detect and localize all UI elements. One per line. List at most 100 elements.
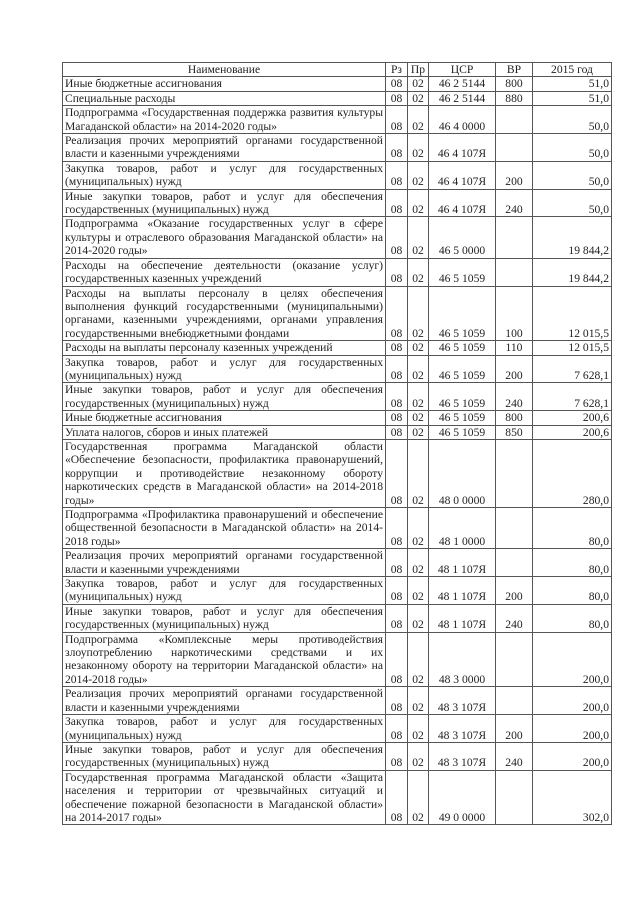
row-amount: 80,0 <box>532 548 612 578</box>
row-rz: 08 <box>385 741 408 771</box>
row-name: Расходы на обеспечение деятельности (ока… <box>62 257 386 287</box>
row-vr <box>495 631 533 688</box>
row-name: Уплата налогов, сборов и иных платежей <box>62 424 386 440</box>
header-rz: Рз <box>385 61 408 78</box>
row-rz: 08 <box>385 285 408 342</box>
row-vr: 240 <box>495 603 533 633</box>
row-rz: 08 <box>385 548 408 578</box>
table-row: Подпрограмма «Государственная поддержка … <box>62 105 612 135</box>
row-vr <box>495 257 533 287</box>
row-name: Реализация прочих мероприятий органами г… <box>62 548 386 578</box>
row-name: Иные закупки товаров, работ и услуг для … <box>62 741 386 771</box>
row-name: Государственная программа Магаданской об… <box>62 438 386 509</box>
table-row: Закупка товаров, работ и услуг для госуд… <box>62 354 612 384</box>
row-csr: 46 2 5144 <box>428 76 496 92</box>
row-csr: 48 0 0000 <box>428 438 496 509</box>
row-vr: 200 <box>495 714 533 743</box>
row-pr: 02 <box>407 216 429 259</box>
row-amount: 200,0 <box>532 631 612 688</box>
row-name: Иные закупки товаров, работ и услуг для … <box>62 188 386 218</box>
row-csr: 46 5 1059 <box>428 340 496 356</box>
row-name: Государственная программа Магаданской об… <box>62 769 386 826</box>
table-row: Специальные расходы 08 02 46 2 5144 880 51,0 <box>62 90 612 107</box>
row-rz: 08 <box>385 506 408 550</box>
row-pr: 02 <box>407 686 429 716</box>
row-vr: 850 <box>495 424 533 440</box>
table-row: Реализация прочих мероприятий органами г… <box>62 548 612 578</box>
row-amount: 51,0 <box>532 76 612 92</box>
row-pr: 02 <box>407 741 429 771</box>
row-name: Иные закупки товаров, работ и услуг для … <box>62 603 386 633</box>
row-amount: 19 844,2 <box>532 216 612 259</box>
row-name: Специальные расходы <box>62 90 386 107</box>
row-pr: 02 <box>407 714 429 743</box>
row-amount: 7 628,1 <box>532 382 612 412</box>
row-pr: 02 <box>407 257 429 287</box>
row-pr: 02 <box>407 105 429 135</box>
row-csr: 46 5 1059 <box>428 424 496 440</box>
row-rz: 08 <box>385 354 408 384</box>
row-rz: 08 <box>385 686 408 716</box>
row-vr: 110 <box>495 340 533 356</box>
row-csr: 48 1 107Я <box>428 576 496 605</box>
row-rz: 08 <box>385 631 408 688</box>
table-row: Уплата налогов, сборов и иных платежей 08… <box>62 424 612 440</box>
table-row: Закупка товаров, работ и услуг для госуд… <box>62 576 612 605</box>
row-csr: 48 3 107Я <box>428 741 496 771</box>
row-csr: 46 4 107Я <box>428 133 496 162</box>
row-name: Иные бюджетные ассигнования <box>62 76 386 92</box>
table-row: Реализация прочих мероприятий органами г… <box>62 686 612 716</box>
row-pr: 02 <box>407 354 429 384</box>
row-amount: 50,0 <box>532 133 612 162</box>
row-amount: 80,0 <box>532 603 612 633</box>
table-row: Государственная программа Магаданской об… <box>62 438 612 509</box>
row-rz: 08 <box>385 133 408 162</box>
table-row: Закупка товаров, работ и услуг для госуд… <box>62 714 612 743</box>
row-name: Иные бюджетные ассигнования <box>62 410 386 426</box>
row-csr: 49 0 0000 <box>428 769 496 826</box>
row-csr: 46 4 107Я <box>428 160 496 190</box>
row-rz: 08 <box>385 105 408 135</box>
row-rz: 08 <box>385 216 408 259</box>
row-name: Подпрограмма «Комплексные меры противоде… <box>62 631 386 688</box>
row-rz: 08 <box>385 714 408 743</box>
table-row: Реализация прочих мероприятий органами г… <box>62 133 612 162</box>
row-amount: 12 015,5 <box>532 285 612 342</box>
row-name: Реализация прочих мероприятий органами г… <box>62 686 386 716</box>
row-vr: 880 <box>495 90 533 107</box>
header-pr: Пр <box>407 61 429 78</box>
table-row: Иные закупки товаров, работ и услуг для … <box>62 603 612 633</box>
row-amount: 200,0 <box>532 714 612 743</box>
row-pr: 02 <box>407 769 429 826</box>
row-vr: 800 <box>495 410 533 426</box>
row-amount: 280,0 <box>532 438 612 509</box>
row-amount: 12 015,5 <box>532 340 612 356</box>
row-name: Закупка товаров, работ и услуг для госуд… <box>62 714 386 743</box>
row-rz: 08 <box>385 257 408 287</box>
row-csr: 48 3 0000 <box>428 631 496 688</box>
row-vr <box>495 769 533 826</box>
row-vr <box>495 438 533 509</box>
table-row: Расходы на выплаты персоналу казенных уч… <box>62 340 612 356</box>
row-vr <box>495 133 533 162</box>
row-amount: 50,0 <box>532 105 612 135</box>
row-name: Реализация прочих мероприятий органами г… <box>62 133 386 162</box>
row-amount: 80,0 <box>532 506 612 550</box>
row-vr <box>495 506 533 550</box>
row-vr <box>495 686 533 716</box>
row-pr: 02 <box>407 631 429 688</box>
row-rz: 08 <box>385 382 408 412</box>
table-row: Закупка товаров, работ и услуг для госуд… <box>62 160 612 190</box>
row-vr: 240 <box>495 382 533 412</box>
row-vr <box>495 105 533 135</box>
row-csr: 46 4 0000 <box>428 105 496 135</box>
table-row: Расходы на обеспечение деятельности (ока… <box>62 257 612 287</box>
row-vr: 240 <box>495 741 533 771</box>
row-amount: 200,0 <box>532 686 612 716</box>
row-pr: 02 <box>407 506 429 550</box>
row-pr: 02 <box>407 410 429 426</box>
row-pr: 02 <box>407 188 429 218</box>
row-rz: 08 <box>385 188 408 218</box>
table-row: Подпрограмма «Профилактика правонарушени… <box>62 506 612 550</box>
row-vr: 200 <box>495 576 533 605</box>
